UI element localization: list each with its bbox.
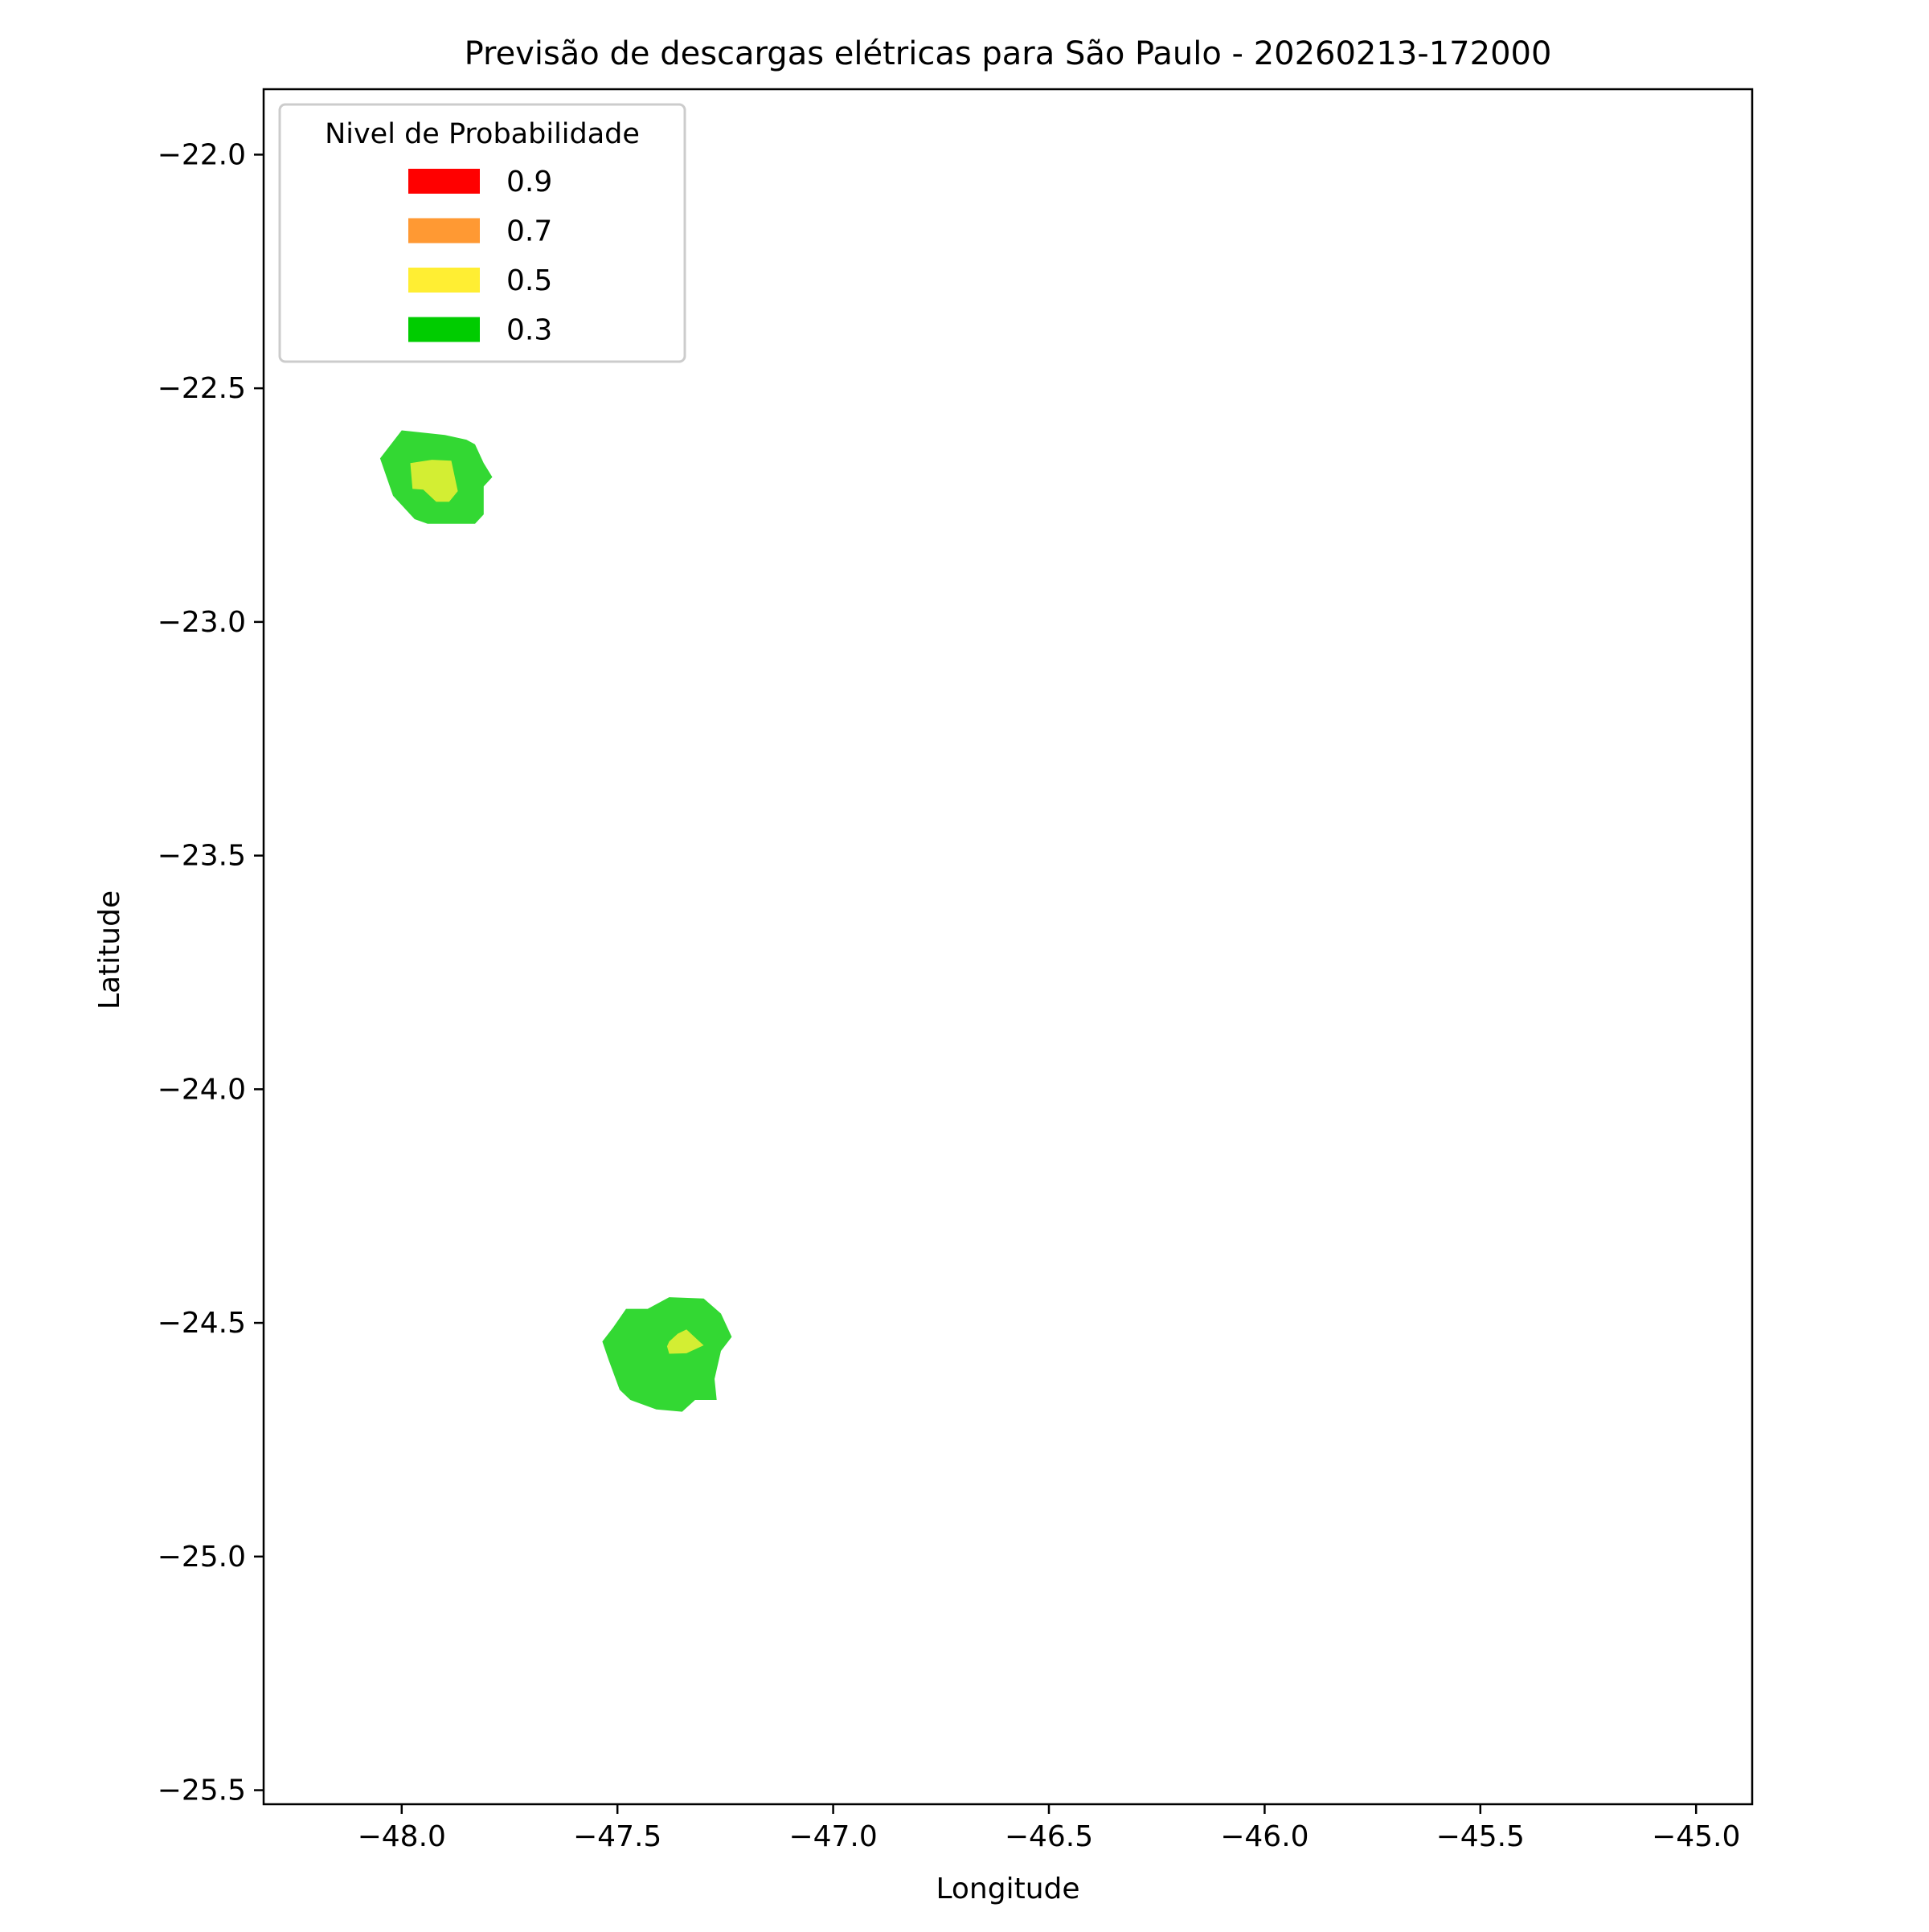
y-tick-label: −24.0 [158,1073,246,1106]
region-cell-north-core [410,460,458,502]
legend-swatch [408,317,480,342]
legend-swatch [408,169,480,194]
y-tick-label: −22.5 [158,372,246,405]
x-tick-label: −46.0 [1220,1820,1309,1853]
legend-label: 0.7 [506,215,552,248]
legend-label: 0.9 [506,166,552,199]
legend-swatch [408,218,480,244]
axes-frame [262,88,1754,1806]
chart-title: Previsão de descargas elétricas para São… [465,35,1552,72]
y-tick-label: −25.5 [158,1774,246,1807]
x-axis-ticks: −48.0 −47.5 −47.0 −46.5 −46.0 −45.5 −45.0 [358,1804,1740,1853]
x-tick-label: −47.5 [573,1820,661,1853]
y-tick-label: −22.0 [158,138,246,171]
x-tick-label: −46.5 [1005,1820,1093,1853]
y-tick-label: −25.0 [158,1541,246,1574]
region-cell-south-core [666,1329,704,1354]
x-tick-label: −48.0 [358,1820,446,1853]
x-tick-label: −45.5 [1436,1820,1525,1853]
y-tick-label: −23.0 [158,606,246,639]
y-axis-ticks: −22.0 −22.5 −23.0 −23.5 −24.0 −24.5 −25.0 −25.5 [158,138,264,1807]
legend-entries: 0.9 0.7 0.5 0.3 [408,166,552,347]
probability-regions [379,430,732,1412]
y-tick-label: −23.5 [158,840,246,873]
x-axis-label: Longitude [936,1873,1079,1905]
legend: Nivel de Probabilidade 0.9 0.7 0.5 0.3 [278,103,686,363]
y-tick-label: −24.5 [158,1307,246,1340]
legend-label: 0.5 [506,264,552,297]
legend-label: 0.3 [506,314,552,347]
x-tick-label: −45.0 [1652,1820,1740,1853]
legend-box [278,103,686,363]
y-axis-label: Latitude [93,890,126,1009]
legend-swatch [408,268,480,293]
legend-title: Nivel de Probabilidade [325,118,640,150]
x-tick-label: −47.0 [788,1820,877,1853]
region-cell-south [602,1297,732,1412]
